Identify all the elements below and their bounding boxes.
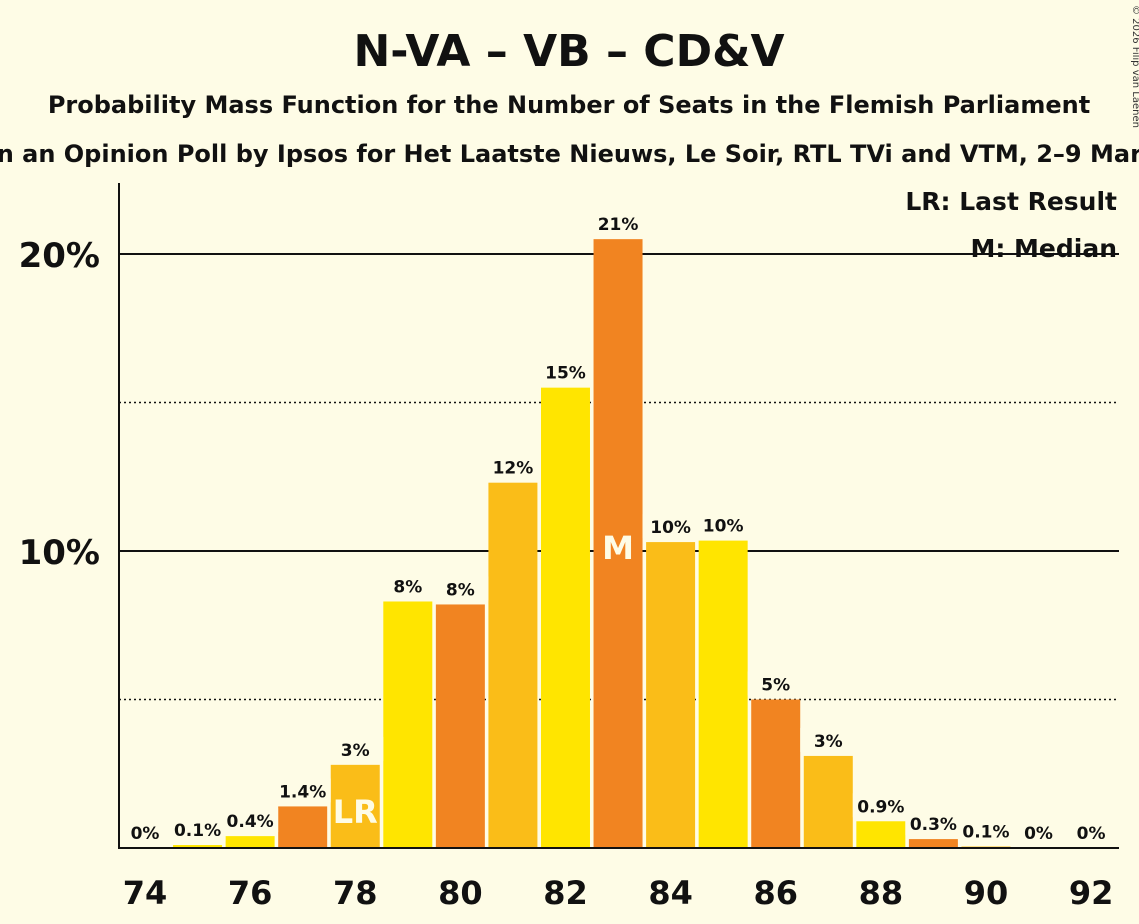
last-result-marker: LR [333,793,378,831]
copyright-note: © 2026 Filip van Laenen [1130,5,1139,128]
bar-value-label-bg-84 [642,514,699,539]
bar-83 [593,239,643,848]
bar-value-labels: 0% 0.1% 0.4%1.4% 3% 8% 8% 12% 15% 21% 10% 10% 5% 3% 0… [131,211,1106,844]
legend: LR: Last Result M: Median [905,187,1117,263]
bar-75 [173,845,223,848]
bar-value-label-88: 0.9% [857,797,904,817]
bar-84 [646,542,696,848]
x-tick-label-84: 84 [648,874,693,912]
bar-85 [698,540,748,848]
x-tick-label-90: 90 [964,874,1009,912]
bar-value-label-79: 8% [393,577,422,597]
bar-value-label-bg-85 [695,512,752,537]
bar-value-label-91: 0% [1024,824,1053,844]
bar-value-label-83: 21% [598,215,639,235]
axes: 74 76 78 80 82 84 86 88 90 92 [118,183,1119,912]
chart-subtitle: Probability Mass Function for the Number… [48,91,1090,119]
bar-value-label-85: 10% [703,517,744,537]
bar-value-label-bg-90 [957,818,1014,843]
x-tick-label-76: 76 [228,874,273,912]
bar-value-label-bg-78 [327,736,384,761]
bars [173,239,1011,848]
bar-value-label-bg-86 [747,671,804,696]
bar-81 [488,482,538,848]
bar-value-label-bg-89 [905,811,962,836]
bar-value-label-90: 0.1% [962,823,1009,843]
bar-89 [908,839,958,848]
bar-value-label-bg-81 [484,454,541,479]
bar-value-label-84: 10% [650,518,691,538]
median-marker: M [602,529,634,567]
x-tick-label-88: 88 [859,874,904,912]
x-tick-label-86: 86 [753,874,798,912]
bar-value-label-bg-76 [222,808,279,833]
bar-value-label-bg-83 [590,211,647,236]
bar-79 [383,601,433,848]
bar-value-label-74: 0% [131,824,160,844]
bar-82 [540,387,590,848]
x-tick-label-92: 92 [1069,874,1114,912]
bar-value-label-81: 12% [493,459,534,479]
bar-76 [225,836,275,848]
bar-value-label-bg-75 [169,817,226,842]
x-tick-label-82: 82 [543,874,588,912]
legend-last-result: LR: Last Result [905,187,1117,216]
bar-value-label-76: 0.4% [227,812,274,832]
x-tick-label-74: 74 [123,874,168,912]
y-tick-label-10: 10% [19,533,100,573]
bar-value-label-87: 3% [814,732,843,752]
bar-value-label-bg-87 [800,727,857,752]
y-tick-label-20: 20% [19,236,100,276]
bar-value-label-bg-82 [537,359,594,384]
bar-value-label-92: 0% [1077,824,1106,844]
bar-value-label-bg-79 [379,573,436,598]
bar-value-label-bg-88 [852,793,909,818]
bar-value-label-89: 0.3% [910,815,957,835]
bar-78 [330,764,380,848]
bar-77 [278,806,328,848]
chart-title: N-VA – VB – CD&V [353,26,784,77]
bar-88 [856,821,906,848]
x-tick-label-80: 80 [438,874,483,912]
bar-value-label-78: 3% [341,741,370,761]
bar-value-label-bg-77 [274,778,331,803]
bar-87 [803,755,853,848]
bar-value-label-77: 1.4% [279,782,326,802]
bar-86 [751,699,801,848]
x-tick-label-78: 78 [333,874,378,912]
bar-80 [435,604,485,848]
chart-source: Based on an Opinion Poll by Ipsos for He… [0,140,1139,168]
bar-value-label-bg-80 [432,576,489,601]
bar-value-label-82: 15% [545,364,586,384]
bar-value-label-86: 5% [761,676,790,696]
bar-value-label-75: 0.1% [174,821,221,841]
bar-value-label-80: 8% [446,580,475,600]
legend-median: M: Median [970,234,1117,263]
